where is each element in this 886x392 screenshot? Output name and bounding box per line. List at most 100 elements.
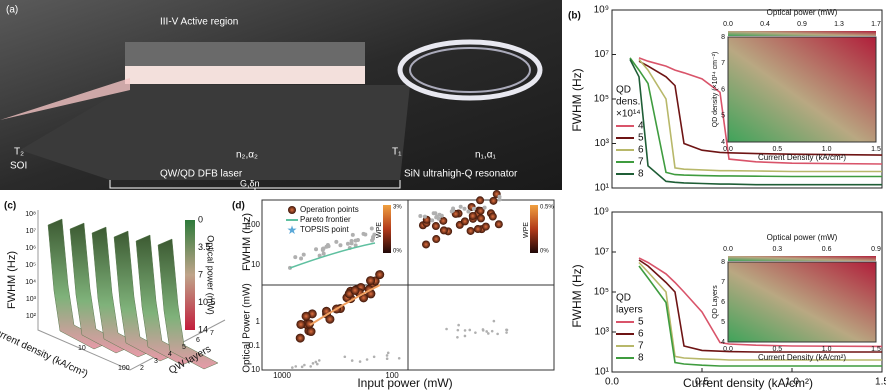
scatter-point xyxy=(349,239,354,244)
scatter-point xyxy=(316,362,319,366)
legend-title: QD xyxy=(616,293,631,304)
legend-label: 4 xyxy=(638,121,644,132)
y-tick-label: 10¹ xyxy=(595,183,610,194)
x-tick-label: 0.5 xyxy=(695,377,709,388)
scatter-point xyxy=(355,237,360,242)
ring-resonator xyxy=(397,39,543,101)
scatter-point xyxy=(430,218,435,223)
inset-tick-label: 0.5 xyxy=(772,346,782,353)
x-tick-label: 0.0 xyxy=(605,377,619,388)
series-line xyxy=(638,261,882,361)
inset-x-label: Current Density (kA/cm²) xyxy=(758,153,846,162)
y-tick-label: 10⁷ xyxy=(594,247,609,258)
scatter-point xyxy=(463,329,467,332)
scatter-point xyxy=(321,251,326,256)
scatter-point xyxy=(309,365,312,368)
series-line xyxy=(638,60,883,156)
series-line xyxy=(629,57,882,178)
y-tick-label: 10⁹ xyxy=(594,5,609,16)
inset-tick-label: 0.0 xyxy=(723,146,733,153)
scatter-point xyxy=(314,247,319,252)
chip xyxy=(20,85,410,180)
legend-label: 8 xyxy=(638,353,644,364)
scatter-point xyxy=(338,243,343,248)
ring-resonator-inner xyxy=(409,47,531,93)
scatter-point xyxy=(505,331,508,334)
inset-tick-label: 0.9 xyxy=(871,246,881,253)
annotation: T₂ xyxy=(14,147,24,158)
scatter-point xyxy=(497,197,502,202)
annotation: T₁ xyxy=(392,147,402,158)
inset-tick-label: 6 xyxy=(721,86,725,93)
legend-title: layers xyxy=(616,305,643,316)
series-line xyxy=(638,57,883,165)
colorbar-tick-label: 0% xyxy=(540,249,549,255)
y-tick-label: 10³ xyxy=(595,138,610,149)
scatter-point xyxy=(505,328,508,332)
bracket xyxy=(109,180,401,192)
colorbar-tick-label: 3% xyxy=(393,205,402,211)
y-tick-label: 10⁴ xyxy=(25,279,36,286)
inset-tick-label: 7 xyxy=(721,279,725,286)
z-tick-label: 4 xyxy=(168,351,172,358)
y-axis-label: FWHM (Hz) xyxy=(570,264,584,327)
inset-tick-label: 1.0 xyxy=(822,346,832,353)
y-tick-label: 10⁵ xyxy=(594,287,609,298)
inset-tick-label: 1.3 xyxy=(834,21,844,28)
y-tick-label: 10³ xyxy=(595,327,610,338)
scatter-point xyxy=(457,323,460,327)
panel-label: (b) xyxy=(568,11,581,22)
inset-tick-label: 0.9 xyxy=(797,21,807,28)
inset-tick-label: 7 xyxy=(721,60,725,67)
inset-tick-label: 0.0 xyxy=(723,246,733,253)
legend-label: 5 xyxy=(638,317,644,328)
y-tick-label: 10 xyxy=(251,365,260,374)
scatter-point xyxy=(481,329,485,332)
z-tick-label: 3 xyxy=(154,358,158,365)
scatter-point xyxy=(306,327,316,337)
y-tick-label: 10¹ xyxy=(595,367,610,378)
scatter-point xyxy=(490,329,494,333)
inset-heatmap xyxy=(727,36,877,143)
inset-title: Optical power (mW) xyxy=(767,8,838,17)
active-layers xyxy=(125,42,365,66)
scatter-point xyxy=(431,222,440,231)
scatter-point xyxy=(370,238,375,243)
scatter-point xyxy=(325,314,335,324)
legend-title: QD xyxy=(616,85,631,96)
y-tick-label: 100 xyxy=(247,220,261,229)
x-tick-label: 1000 xyxy=(273,371,291,380)
scatter-point xyxy=(436,216,441,221)
scatter-point xyxy=(375,270,385,280)
scatter-point xyxy=(372,232,377,237)
scatter-point xyxy=(468,328,472,332)
scatter-point xyxy=(460,217,469,226)
y-tick-label: 10⁷ xyxy=(26,228,37,235)
series-line xyxy=(638,257,883,348)
y-tick-label: 10⁷ xyxy=(594,49,609,60)
scatter-point xyxy=(397,356,401,360)
scatter-point xyxy=(350,359,354,362)
inset-tick-label: 0.4 xyxy=(760,21,770,28)
y-tick-label: 10⁵ xyxy=(594,94,609,105)
colorbar-label: WPE xyxy=(523,222,530,238)
scatter-point xyxy=(345,241,350,246)
scatter-point xyxy=(494,220,503,229)
legend-label: Operation points xyxy=(300,205,359,214)
y-tick-label: 10⁶ xyxy=(25,245,36,252)
scatter-point xyxy=(372,355,376,359)
legend-label: TOPSIS point xyxy=(300,225,350,234)
y-tick-label: 0.1 xyxy=(249,341,261,350)
scatter-point xyxy=(343,355,347,359)
legend-label: 7 xyxy=(638,157,644,168)
scatter-point xyxy=(482,205,487,210)
scatter-point xyxy=(422,240,431,249)
series-line xyxy=(638,265,882,367)
colorbar-tick-label: 10.5 xyxy=(198,297,216,307)
y-axis-label: FWHM (Hz) xyxy=(570,68,584,131)
laser-cavity xyxy=(125,66,365,84)
scatter-point xyxy=(422,214,427,219)
scatter-point xyxy=(303,363,306,367)
inset-tick-label: 4 xyxy=(721,139,725,146)
inset-tick-label: 1.5 xyxy=(871,146,881,153)
